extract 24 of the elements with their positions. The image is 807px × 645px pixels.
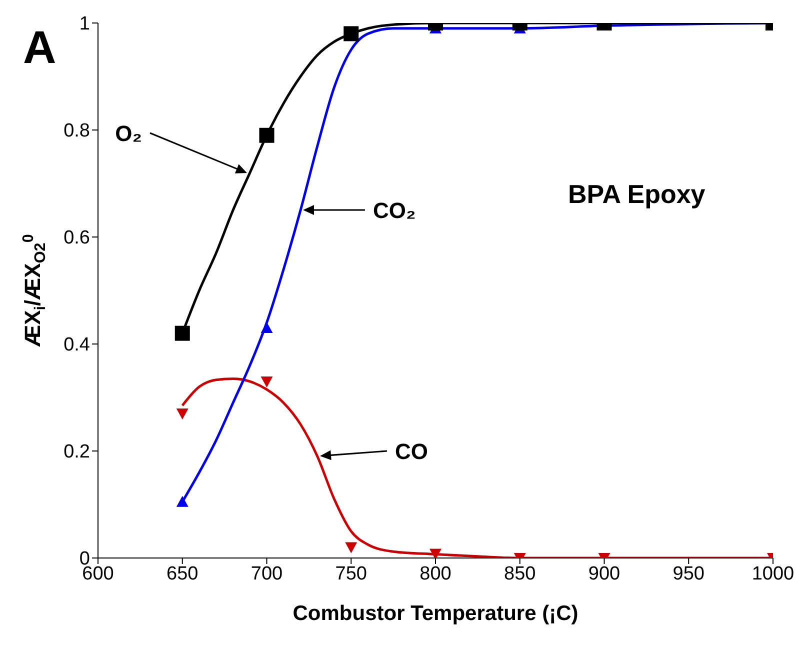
x-tick-label: 700: [250, 563, 283, 584]
annotation: BPA Epoxy: [568, 179, 706, 209]
x-tick-label: 650: [166, 563, 198, 584]
y-tick-label: 0.4: [64, 334, 90, 356]
point: [176, 496, 188, 507]
y-tick-label: 1: [79, 14, 90, 35]
y-tick-label: 0.2: [64, 442, 90, 463]
x-tick-label: 750: [335, 563, 367, 584]
y-tick-label: 0.8: [64, 120, 90, 142]
annotation: CO₂: [373, 198, 416, 223]
x-tick-label: 800: [420, 563, 452, 584]
annotation: CO: [395, 439, 428, 464]
y-tick-label: 0.6: [64, 228, 90, 249]
point: [174, 326, 190, 341]
x-tick-label: 950: [672, 563, 704, 584]
x-axis-title: Combustor Temperature (¡C): [292, 602, 578, 625]
point: [260, 376, 273, 388]
x-tick-label: 1000: [752, 563, 794, 584]
text: A: [23, 21, 56, 73]
point: [176, 408, 188, 420]
x-tick-label: 900: [588, 563, 620, 584]
point: [430, 548, 442, 558]
annotation: O₂: [115, 121, 142, 146]
x-tick-label: 850: [504, 563, 536, 584]
